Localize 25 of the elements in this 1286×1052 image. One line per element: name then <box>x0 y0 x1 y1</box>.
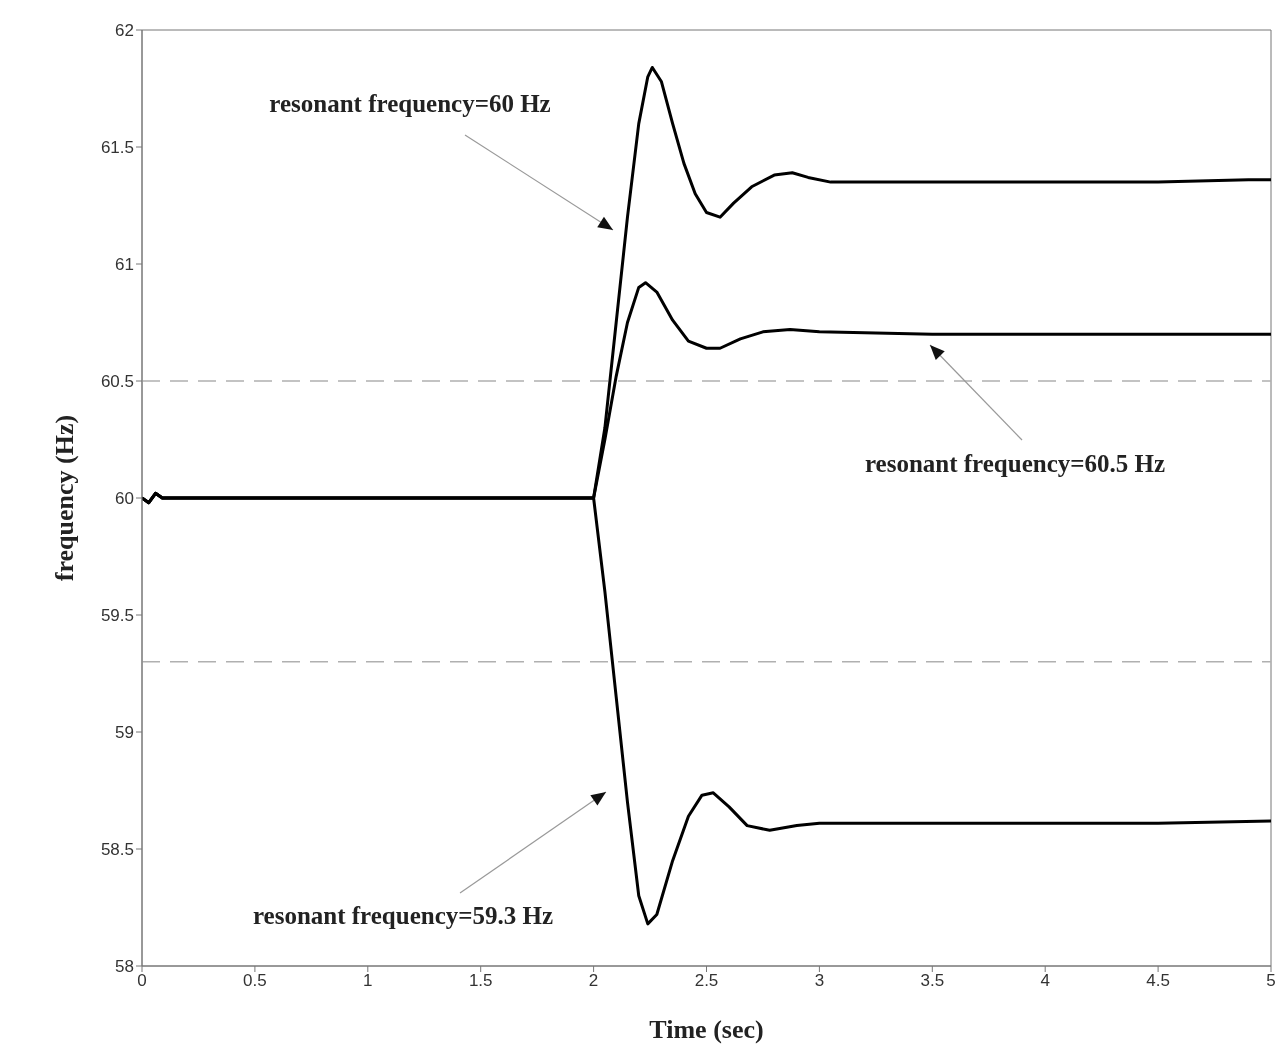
annotation: resonant frequency=59.3 Hz <box>252 902 554 929</box>
x-tick-label: 5 <box>1266 971 1276 991</box>
annotation: resonant frequency=60.5 Hz <box>864 450 1166 477</box>
x-tick-label: 1.5 <box>468 971 493 991</box>
x-tick-label: 0.5 <box>243 971 267 991</box>
x-tick-label: 4.5 <box>1146 971 1170 991</box>
y-axis-title: frequency (Hz) <box>50 414 80 582</box>
y-tick-label: 61 <box>115 255 134 275</box>
x-axis-title: Time (sec) <box>649 1015 764 1045</box>
y-tick-label: 58.5 <box>100 840 134 860</box>
x-tick-label: 3.5 <box>920 971 945 991</box>
y-tick-label: 60.5 <box>100 372 134 392</box>
y-tick-label: 59.5 <box>100 606 134 626</box>
y-tick-label: 58 <box>115 957 134 977</box>
y-tick-label: 60 <box>115 489 134 509</box>
x-tick-label: 0 <box>137 971 147 991</box>
x-tick-label: 3 <box>814 971 825 991</box>
y-tick-label: 59 <box>115 723 134 743</box>
x-tick-label: 2 <box>588 971 599 991</box>
annotation: resonant frequency=60 Hz <box>269 90 551 117</box>
x-tick-label: 2.5 <box>694 971 719 991</box>
x-tick-label: 4 <box>1040 971 1050 991</box>
y-tick-label: 62 <box>115 21 134 41</box>
y-tick-label: 61.5 <box>100 138 134 158</box>
x-tick-label: 1 <box>363 971 373 991</box>
